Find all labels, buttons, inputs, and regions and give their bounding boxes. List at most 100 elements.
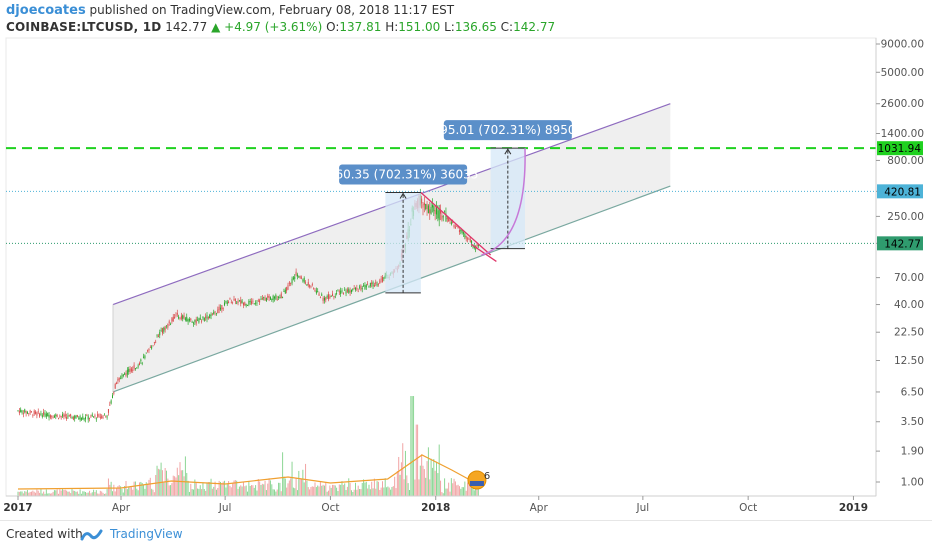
tradingview-logo-icon[interactable] bbox=[80, 527, 104, 547]
candle-body bbox=[72, 417, 74, 420]
volume-bar bbox=[106, 489, 108, 496]
time-tick-label: Jul bbox=[218, 502, 232, 514]
volume-bar bbox=[342, 484, 344, 496]
volume-bar bbox=[126, 489, 128, 496]
volume-bar bbox=[369, 489, 371, 496]
volume-bar bbox=[410, 396, 412, 496]
volume-bar bbox=[444, 478, 446, 496]
candle-body bbox=[152, 345, 154, 347]
volume-bar bbox=[352, 492, 354, 496]
volume-bar bbox=[421, 454, 423, 496]
volume-bar bbox=[172, 475, 174, 496]
price-tick-label: 12.50 bbox=[894, 355, 924, 367]
candle-body bbox=[182, 315, 184, 319]
volume-bar bbox=[326, 491, 328, 496]
candle-body bbox=[202, 316, 204, 319]
volume-bar bbox=[198, 488, 200, 496]
candle-body bbox=[121, 375, 123, 379]
candle-body bbox=[456, 226, 458, 227]
candle-body bbox=[172, 316, 174, 322]
candle-body bbox=[166, 325, 167, 327]
candle-body bbox=[434, 209, 436, 214]
candle-body bbox=[315, 290, 317, 294]
price-tick-label: 250.00 bbox=[887, 211, 924, 223]
volume-bar bbox=[66, 490, 68, 496]
horizontal-levels[interactable] bbox=[6, 147, 876, 244]
volume-bar bbox=[376, 481, 378, 496]
price-axis[interactable]: 9000.00 5000.00 2600.00 1400.00 800.00 250.00… bbox=[876, 39, 924, 489]
volume-bar bbox=[355, 482, 356, 496]
volume-bar bbox=[202, 482, 204, 496]
volume-bar bbox=[452, 483, 454, 496]
candle-body bbox=[106, 416, 108, 418]
price-chart[interactable]: 6 360.35 (702.31%) 36035 895.01 (702.31%) … bbox=[0, 0, 932, 520]
volume-bar bbox=[382, 481, 383, 496]
volume-bar bbox=[80, 493, 82, 496]
candle-body bbox=[60, 416, 62, 417]
candle-body bbox=[22, 413, 24, 415]
volume-bar bbox=[256, 490, 258, 496]
volume-bar bbox=[477, 486, 479, 496]
drawings[interactable]: 6 360.35 (702.31%) 36035 895.01 (702.31%) … bbox=[328, 120, 583, 490]
candle-body bbox=[94, 415, 96, 417]
volume-bar bbox=[107, 478, 109, 496]
candle-body bbox=[149, 347, 151, 348]
candle-body bbox=[153, 342, 155, 343]
candle-body bbox=[163, 327, 165, 332]
candle-body bbox=[341, 290, 343, 292]
volume-bar bbox=[388, 487, 390, 496]
author-name[interactable]: djoecoates bbox=[6, 3, 86, 18]
volume-bar bbox=[128, 487, 130, 496]
volume-bar bbox=[156, 465, 158, 496]
candle-body bbox=[346, 289, 348, 292]
candle-body bbox=[348, 289, 350, 293]
tradingview-brand[interactable]: TradingView bbox=[110, 527, 183, 541]
volume-bar bbox=[93, 489, 95, 496]
volume-bar bbox=[338, 484, 340, 496]
volume-bar bbox=[190, 483, 192, 496]
volume-bar bbox=[71, 489, 73, 496]
candle-body bbox=[310, 286, 312, 288]
projection-arc[interactable] bbox=[481, 148, 526, 256]
volume-bar bbox=[298, 470, 300, 496]
candle-body bbox=[454, 226, 456, 228]
candle-body bbox=[279, 297, 281, 299]
volume-bar bbox=[394, 476, 396, 496]
trend-line-red-short[interactable] bbox=[470, 243, 497, 262]
candle-body bbox=[56, 415, 58, 418]
volume-bar bbox=[367, 488, 369, 496]
trend-line-red[interactable] bbox=[420, 191, 492, 256]
volume-bar bbox=[187, 480, 189, 496]
time-axis[interactable]: 2017 Apr Jul Oct 2018 Apr Jul Oct 2019 bbox=[3, 496, 868, 514]
volume-bar bbox=[276, 489, 278, 496]
candle-body bbox=[191, 321, 193, 323]
candle-body bbox=[125, 373, 127, 376]
volume-bar bbox=[332, 484, 334, 496]
candle-body bbox=[292, 277, 294, 280]
candle-body bbox=[78, 417, 80, 419]
volume-bar bbox=[302, 469, 304, 496]
volume-bar bbox=[463, 487, 464, 496]
volume-bar bbox=[283, 476, 285, 496]
volume-bar bbox=[155, 475, 157, 496]
volume-bar bbox=[364, 482, 366, 496]
candle-body bbox=[103, 414, 105, 416]
candle-body bbox=[36, 412, 38, 416]
time-tick-label: 2019 bbox=[839, 502, 868, 514]
volume-bar bbox=[35, 492, 37, 496]
candle-body bbox=[263, 296, 265, 298]
candle-body bbox=[52, 417, 54, 419]
volume-bar bbox=[109, 484, 111, 496]
candle-body bbox=[445, 213, 447, 222]
candle-body bbox=[122, 374, 124, 377]
measure-label: 360.35 (702.31%) 36035 bbox=[328, 167, 479, 181]
candle-body bbox=[218, 306, 220, 311]
candle-body bbox=[421, 198, 423, 204]
price-tick-label: 1400.00 bbox=[881, 128, 924, 140]
candle-body bbox=[66, 417, 68, 419]
candle-body bbox=[39, 413, 41, 417]
candle-body bbox=[130, 368, 132, 372]
volume-bar bbox=[400, 462, 402, 496]
candle-body bbox=[431, 205, 433, 208]
volume-bar bbox=[469, 483, 471, 496]
